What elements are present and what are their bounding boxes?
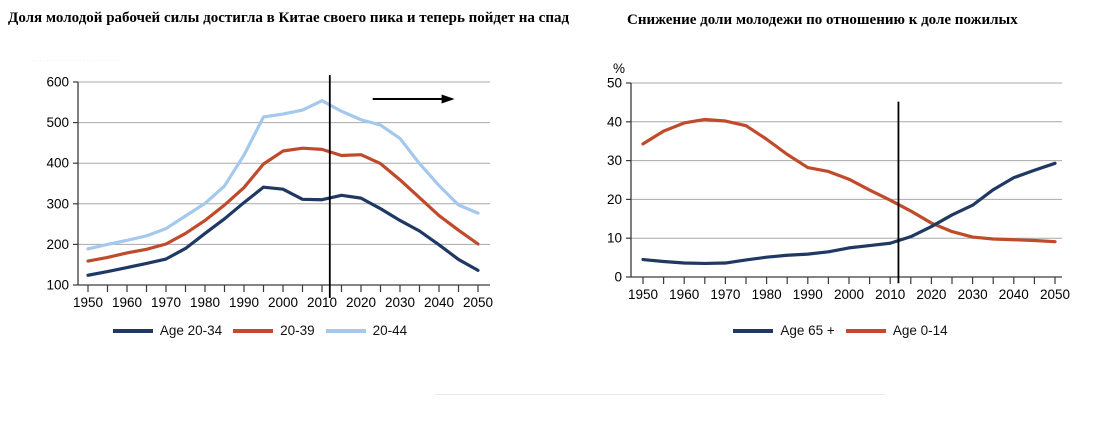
x-tick-label: 2030 xyxy=(958,287,988,302)
x-tick-label: 2050 xyxy=(463,295,493,310)
y-tick-label: 500 xyxy=(46,115,69,130)
legend-swatch-age-20-34 xyxy=(112,328,153,333)
x-tick-label: 2000 xyxy=(834,287,864,302)
legend-swatch-20-39 xyxy=(233,328,274,333)
x-tick-label: 2040 xyxy=(424,295,454,310)
x-tick-label: 1980 xyxy=(190,295,220,310)
y-tick-label: 100 xyxy=(46,278,69,293)
series-line-age-0-14 xyxy=(641,117,1057,244)
series-line-20-44 xyxy=(86,99,480,251)
trend-arrow-head xyxy=(441,94,455,104)
x-tick-label: 1950 xyxy=(73,295,103,310)
x-tick-label: 2020 xyxy=(916,287,946,302)
series-line-20-39 xyxy=(86,146,480,263)
x-tick-label: 2020 xyxy=(346,295,376,310)
x-tick-label: 1990 xyxy=(229,295,259,310)
legend-label-age-65-plus: Age 65 + xyxy=(780,323,835,338)
y-tick-label: 400 xyxy=(46,156,69,171)
legend-item-age-20-34: Age 20-34 xyxy=(112,323,223,338)
legend-item-20-44: 20-44 xyxy=(325,323,408,338)
y-tick-label: 300 xyxy=(46,196,69,211)
faint-unit-label: ························· xyxy=(28,56,120,65)
x-tick-label: 2050 xyxy=(1040,287,1070,302)
legend-item-20-39: 20-39 xyxy=(233,323,315,338)
left-chart-legend: Age 20-34 20-39 20-44 xyxy=(0,323,520,338)
y-tick-label: 600 xyxy=(46,75,69,90)
legend-label-age-0-14: Age 0-14 xyxy=(892,323,948,338)
legend-item-age-0-14: Age 0-14 xyxy=(845,323,948,338)
right-chart-title: Снижение доли молодежи по отношению к до… xyxy=(627,12,1018,28)
x-tick-label: 1950 xyxy=(628,287,658,302)
faint-divider-line xyxy=(435,394,885,395)
right-chart-legend: Age 65 + Age 0-14 xyxy=(618,323,1063,338)
legend-item-age-65-plus: Age 65 + xyxy=(733,323,835,338)
y-tick-label: 20 xyxy=(607,192,622,207)
x-tick-label: 1990 xyxy=(793,287,823,302)
legend-swatch-age-0-14 xyxy=(845,328,886,333)
x-tick-label: 2000 xyxy=(268,295,298,310)
x-tick-label: 1980 xyxy=(752,287,782,302)
legend-label-20-44: 20-44 xyxy=(372,323,408,338)
x-tick-label: 1960 xyxy=(112,295,142,310)
x-tick-label: 1970 xyxy=(151,295,181,310)
legend-swatch-age-65-plus xyxy=(733,328,774,333)
x-tick-label: 1960 xyxy=(669,287,699,302)
left-chart-title: Доля молодой рабочей силы достигла в Кит… xyxy=(8,10,570,26)
y-tick-label: 200 xyxy=(46,237,69,252)
x-tick-label: 2040 xyxy=(999,287,1029,302)
x-tick-label: 1970 xyxy=(710,287,740,302)
y-tick-label: 30 xyxy=(607,153,622,168)
series-line-age-65 xyxy=(641,161,1057,266)
y-tick-label: 0 xyxy=(614,270,622,285)
legend-label-20-39: 20-39 xyxy=(280,323,315,338)
y-axis-unit-label: % xyxy=(613,61,625,76)
series-line-age-20-34 xyxy=(86,185,480,277)
x-tick-label: 2010 xyxy=(875,287,905,302)
legend-label-age-20-34: Age 20-34 xyxy=(159,323,223,338)
y-tick-label: 50 xyxy=(607,76,622,91)
x-tick-label: 2030 xyxy=(385,295,415,310)
y-tick-label: 10 xyxy=(607,231,622,246)
y-tick-label: 40 xyxy=(607,114,622,129)
x-tick-label: 2010 xyxy=(307,295,337,310)
legend-swatch-20-44 xyxy=(325,328,366,333)
